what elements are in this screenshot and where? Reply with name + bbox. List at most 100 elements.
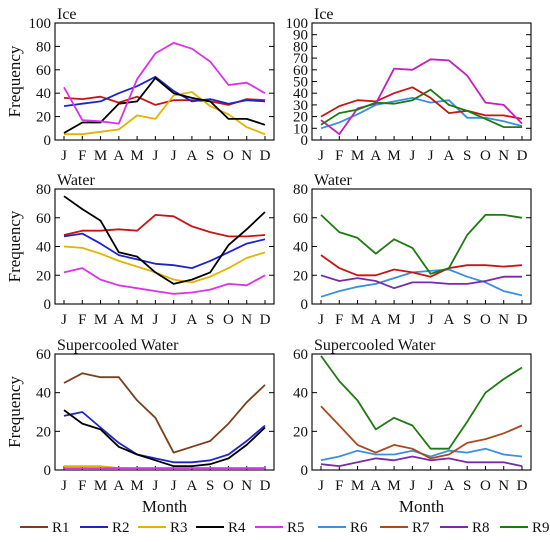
x-tick-label: F (335, 478, 343, 494)
x-tick-label: J (318, 312, 324, 328)
series-line-r1 (63, 213, 266, 238)
series-line-r8 (320, 274, 522, 290)
series-line-r8 (320, 455, 523, 468)
x-tick-label: A (443, 148, 454, 164)
legend-label-r2: R2 (112, 520, 130, 536)
plot-frame (54, 22, 275, 141)
series-line-r6 (320, 268, 523, 298)
x-tick-label: S (206, 148, 214, 164)
x-tick-label: D (260, 312, 271, 328)
series-line-r8 (320, 58, 523, 136)
plot-frame (311, 353, 532, 471)
y-tick-label: 80 (293, 39, 308, 55)
x-tick-label: J (152, 478, 158, 494)
y-tick-label: 60 (36, 211, 51, 227)
y-tick-label: 80 (36, 182, 51, 198)
x-tick-label: F (78, 478, 86, 494)
x-tick-label: F (335, 312, 343, 328)
series-line-r5 (63, 42, 266, 125)
y-tick-label: 80 (36, 39, 51, 55)
legend-label-r6: R6 (350, 520, 368, 536)
y-tick-label: 0 (301, 133, 309, 149)
y-tick-label: 60 (293, 211, 308, 227)
x-tick-label: M (351, 148, 364, 164)
y-tick-label: 40 (36, 240, 51, 256)
series-line-r3 (63, 245, 266, 284)
x-tick-label: D (260, 478, 271, 494)
x-tick-label: D (517, 148, 528, 164)
x-tick-label: A (370, 312, 381, 328)
x-tick-label: N (498, 148, 509, 164)
y-axis-label: Frequency (5, 376, 24, 448)
y-tick-label: 70 (293, 51, 308, 67)
panel-title: Ice (314, 6, 334, 23)
x-axis-label: Month (399, 497, 445, 516)
x-tick-label: J (152, 148, 158, 164)
x-tick-label: M (351, 312, 364, 328)
x-tick-label: D (260, 148, 271, 164)
series-line-r2 (63, 232, 266, 270)
y-tick-label: 20 (293, 110, 308, 126)
x-tick-label: O (223, 478, 234, 494)
series-line-r4 (63, 195, 266, 285)
y-tick-label: 60 (293, 63, 308, 79)
legend-label-r1: R1 (52, 520, 70, 536)
x-tick-label: J (318, 478, 324, 494)
x-tick-label: N (241, 148, 252, 164)
series-line-r1 (63, 372, 266, 454)
y-tick-label: 40 (293, 86, 308, 102)
series-line-r3 (64, 91, 266, 136)
x-tick-label: M (387, 312, 400, 328)
y-tick-label: 20 (293, 268, 308, 284)
x-tick-label: A (443, 478, 454, 494)
series-line-r5 (63, 267, 266, 295)
legend-label-r4: R4 (228, 520, 246, 536)
legend-label-r5: R5 (287, 520, 305, 536)
x-tick-label: M (94, 312, 107, 328)
x-tick-label: M (387, 478, 400, 494)
y-tick-label: 100 (29, 16, 52, 32)
x-tick-label: J (428, 312, 434, 328)
x-tick-label: J (171, 312, 177, 328)
y-tick-label: 100 (286, 16, 309, 32)
y-tick-label: 90 (293, 28, 308, 44)
y-tick-label: 60 (36, 63, 51, 79)
x-tick-label: D (517, 312, 528, 328)
y-axis-label: Frequency (5, 210, 24, 282)
x-tick-label: N (241, 478, 252, 494)
x-tick-label: S (463, 478, 471, 494)
x-tick-label: J (171, 148, 177, 164)
x-tick-label: N (241, 312, 252, 328)
x-tick-label: M (94, 478, 107, 494)
series-line-r7 (320, 254, 523, 278)
x-tick-label: J (152, 312, 158, 328)
panel-title: Ice (57, 6, 77, 23)
panel-title: Supercooled Water (314, 337, 436, 354)
y-tick-label: 40 (293, 240, 308, 256)
x-tick-label: J (428, 148, 434, 164)
y-tick-label: 20 (36, 424, 51, 440)
x-tick-label: J (171, 478, 177, 494)
x-tick-label: N (498, 312, 509, 328)
x-tick-label: J (61, 478, 67, 494)
y-tick-label: 10 (293, 121, 308, 137)
y-tick-label: 30 (293, 98, 308, 114)
x-tick-label: M (351, 478, 364, 494)
y-tick-label: 0 (44, 297, 52, 313)
x-tick-label: S (463, 148, 471, 164)
y-tick-label: 40 (36, 86, 51, 102)
y-tick-label: 0 (301, 297, 309, 313)
x-tick-label: M (387, 148, 400, 164)
series-line-r1 (63, 95, 266, 106)
x-tick-label: O (480, 478, 491, 494)
series-line-r9 (320, 355, 523, 450)
series-line-r2 (63, 411, 266, 464)
x-tick-label: O (223, 148, 234, 164)
x-tick-label: M (130, 312, 143, 328)
legend-label-r9: R9 (532, 520, 550, 536)
